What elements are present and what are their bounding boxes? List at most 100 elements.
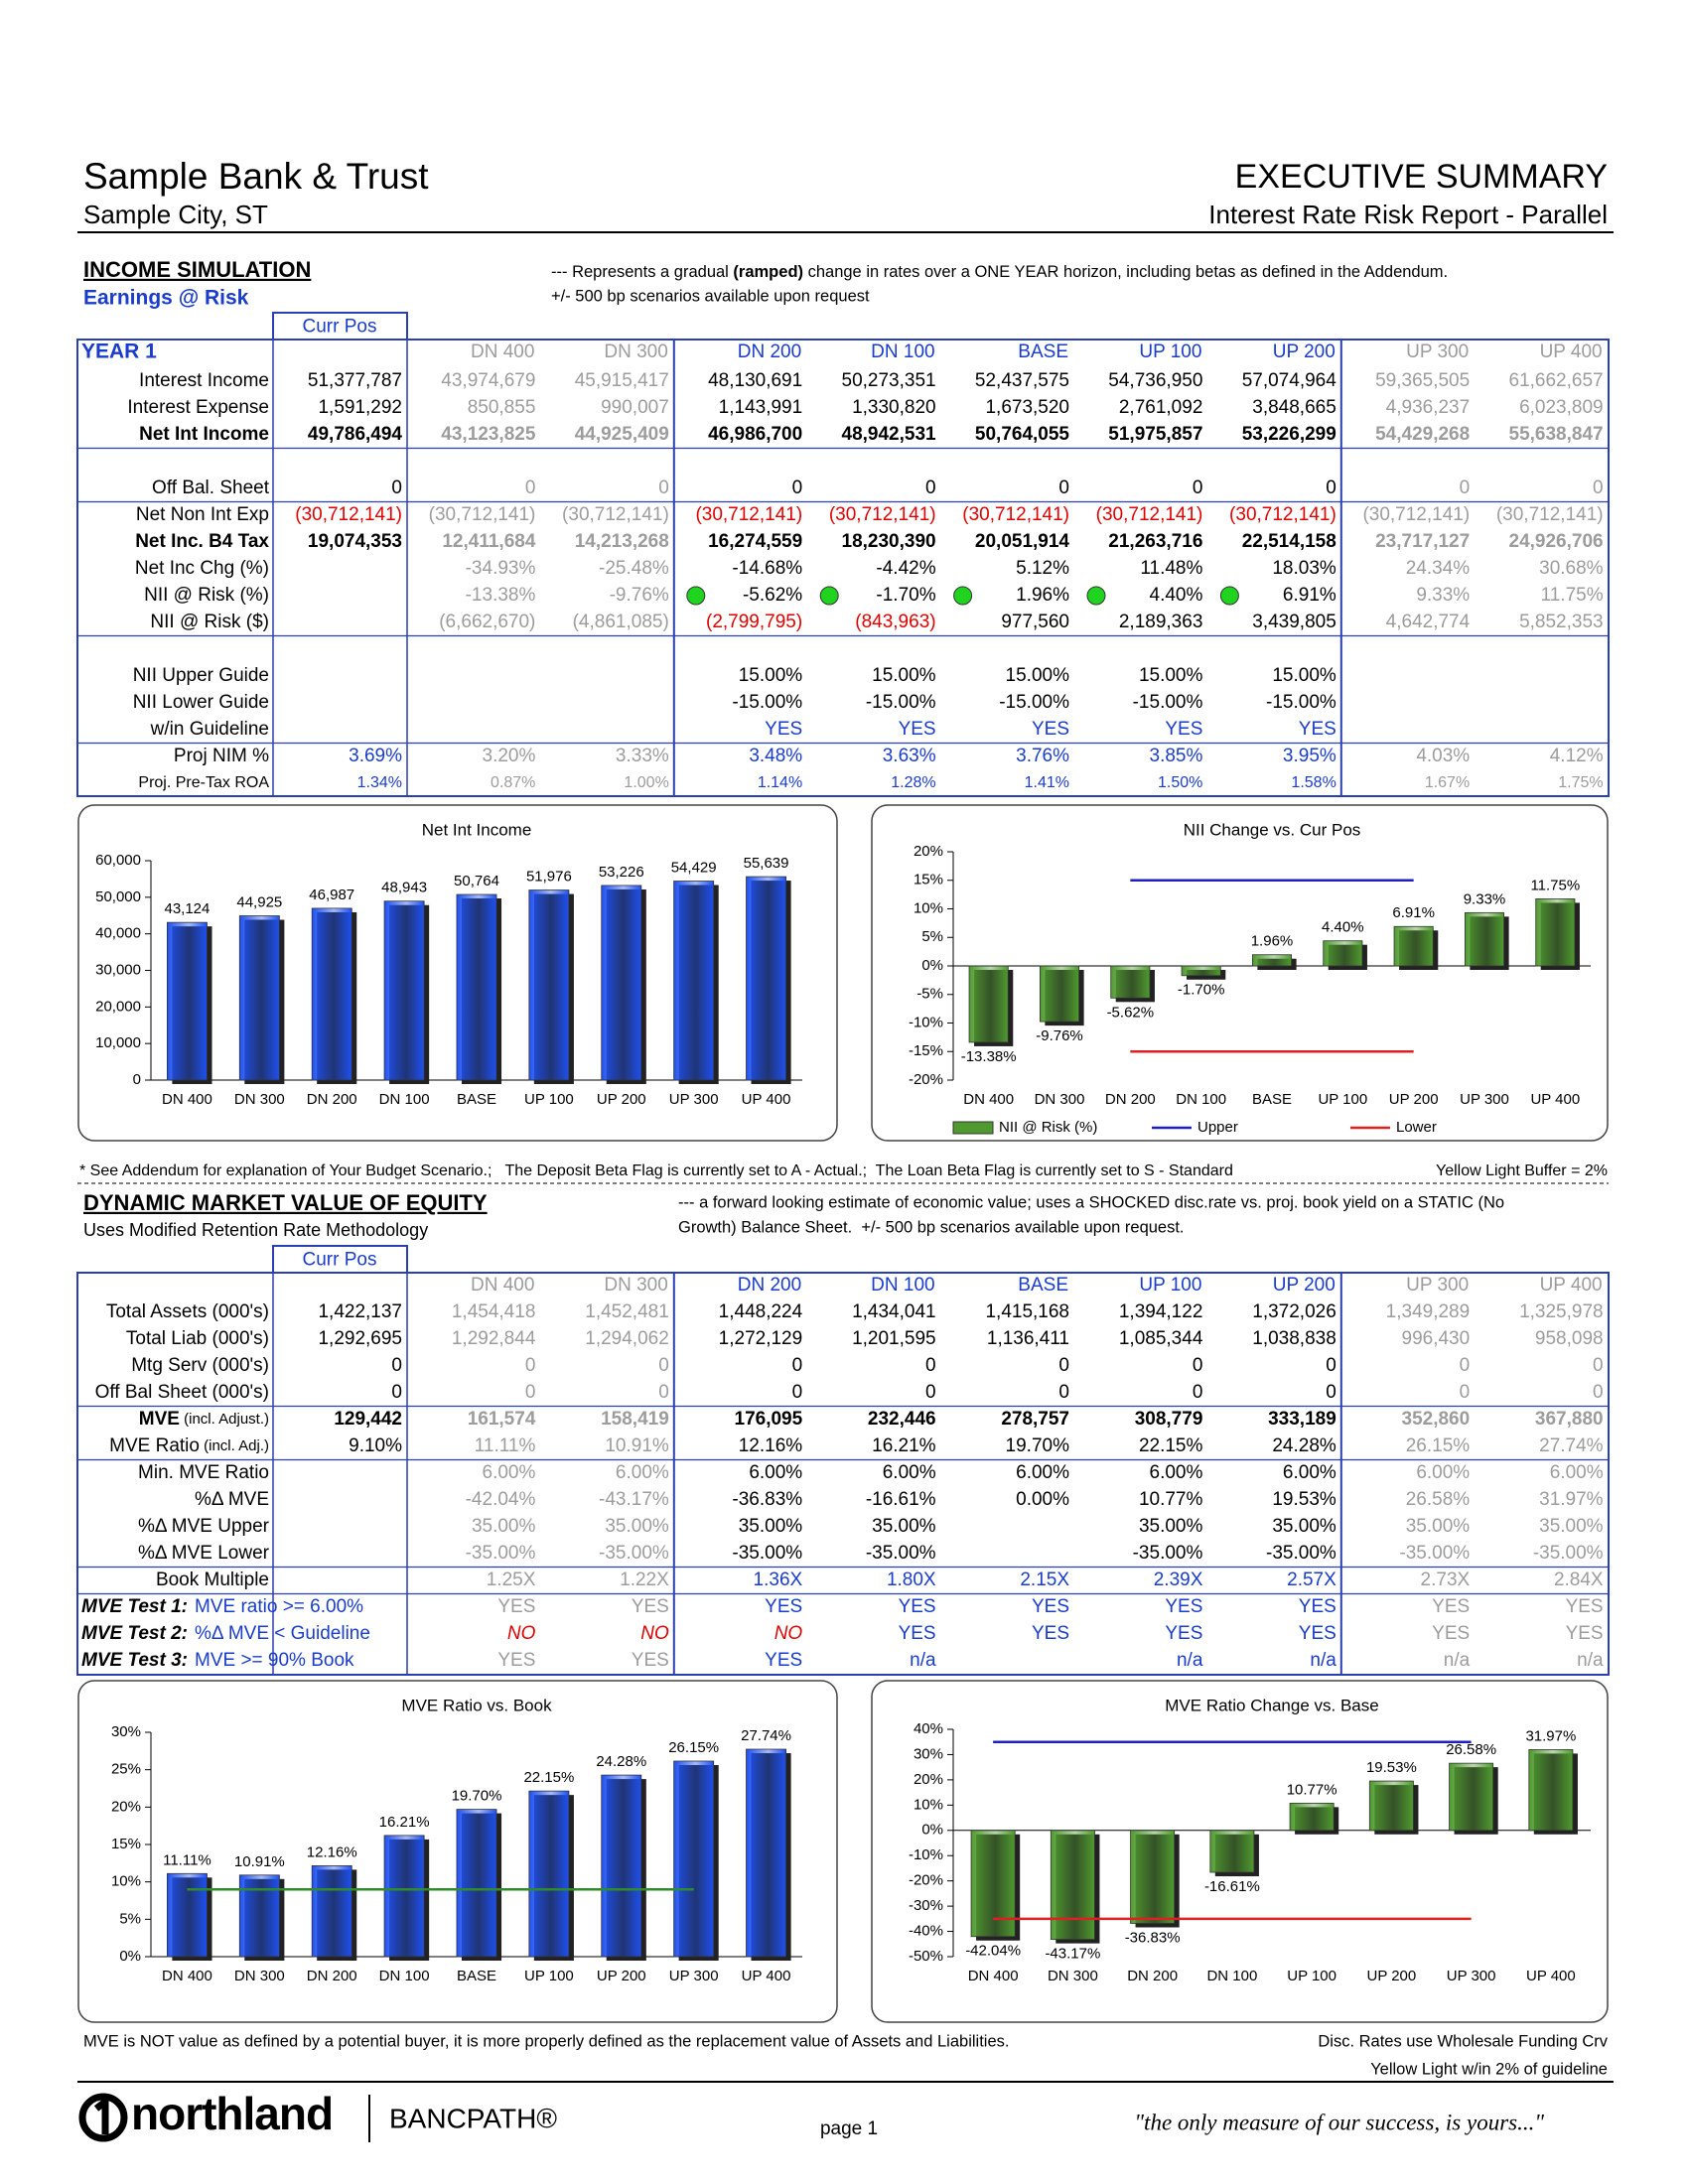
bar xyxy=(166,921,208,1081)
table-cell: 1,085,344 xyxy=(1119,1328,1203,1349)
y-tick-label: 5% xyxy=(921,928,943,945)
table-cell: 1,448,224 xyxy=(719,1301,803,1322)
table-cell: 30.68% xyxy=(1539,558,1604,579)
row-label: NII Upper Guide xyxy=(133,665,269,686)
row-label-text: Book Multiple xyxy=(156,1570,269,1590)
table-cell: YES xyxy=(1299,719,1336,740)
y-tick-label: -5% xyxy=(916,986,943,1003)
value-label: 1.96% xyxy=(1251,933,1294,950)
table-cell: 0 xyxy=(792,1355,803,1376)
table-cell: 0 xyxy=(391,1355,402,1376)
y-tick-label: 20,000 xyxy=(95,998,141,1015)
table-cell: 11.11% xyxy=(475,1435,536,1456)
row-label-text: Net Inc Chg (%) xyxy=(135,558,269,579)
table-cell: 3.33% xyxy=(616,746,669,766)
table-cell: 15.00% xyxy=(1272,665,1336,686)
y-tick-label: 5% xyxy=(119,1910,141,1927)
y-tick-label: -10% xyxy=(909,1014,943,1030)
value-label: 46,987 xyxy=(309,887,354,903)
y-tick-label: -20% xyxy=(909,1071,943,1088)
bar xyxy=(238,1874,280,1958)
status-indicator xyxy=(953,586,973,606)
x-tick-label: DN 100 xyxy=(1206,1968,1257,1984)
section-heading: INCOME SIMULATION xyxy=(83,257,311,282)
table-cell: (30,712,141) xyxy=(829,504,936,525)
x-tick-label: UP 300 xyxy=(669,1091,719,1108)
table-cell: 6.00% xyxy=(749,1462,802,1483)
table-cell: 50,273,351 xyxy=(842,370,936,391)
bar xyxy=(1251,954,1293,967)
table-cell: 35.00% xyxy=(605,1516,669,1537)
table-cell: 990,007 xyxy=(601,397,669,418)
legend-label: Lower xyxy=(1396,1119,1437,1136)
x-tick-label: UP 400 xyxy=(742,1091,791,1108)
table-cell: YES xyxy=(899,1623,936,1644)
bar xyxy=(1368,1780,1414,1832)
table-cell: n/a xyxy=(1577,1650,1604,1671)
value-label: 12.16% xyxy=(307,1843,357,1860)
table-cell: 6.00% xyxy=(1416,1462,1470,1483)
table-cell: 12.16% xyxy=(739,1435,803,1456)
x-tick-label: DN 200 xyxy=(1127,1968,1178,1984)
row-label: MVE Test 2: %Δ MVE < Guideline xyxy=(81,1623,370,1644)
table-cell: 10.91% xyxy=(605,1435,669,1456)
table-cell: 35.00% xyxy=(472,1516,536,1537)
table-cell: 35.00% xyxy=(1272,1516,1336,1537)
table-cell: 308,779 xyxy=(1135,1409,1203,1430)
table-cell: 12,411,684 xyxy=(442,531,535,552)
table-cell: -15.00% xyxy=(1133,692,1203,713)
table-cell: 6.00% xyxy=(1550,1462,1604,1483)
row-label: Total Liab (000's) xyxy=(126,1328,269,1349)
table-cell: 0 xyxy=(1460,478,1471,498)
table-cell: YES xyxy=(1165,719,1202,740)
column-header: UP 100 xyxy=(1139,1275,1201,1296)
table-cell: 6.91% xyxy=(1283,585,1336,606)
bar xyxy=(1050,1830,1095,1941)
table-cell: 0 xyxy=(792,1382,803,1403)
table-frame xyxy=(76,339,1610,797)
row-label: Off Bal. Sheet xyxy=(152,478,270,498)
table-cell: 1,325,978 xyxy=(1519,1301,1604,1322)
table-cell: -35.00% xyxy=(732,1543,802,1564)
column-header: DN 300 xyxy=(604,1275,667,1296)
table-cell: 53,226,299 xyxy=(1242,424,1336,445)
table-cell: 0 xyxy=(525,478,536,498)
row-label: Interest Income xyxy=(139,370,269,391)
table-cell: 1.75% xyxy=(1558,774,1603,791)
table-cell: 0 xyxy=(1326,1355,1336,1376)
table-cell: 61,662,657 xyxy=(1509,370,1604,391)
test-criterion: MVE >= 90% Book xyxy=(195,1650,354,1671)
x-tick-label: DN 200 xyxy=(1105,1091,1156,1108)
table-cell: -15.00% xyxy=(1266,692,1336,713)
table-cell: 0 xyxy=(1058,1382,1069,1403)
value-label: -1.70% xyxy=(1178,982,1225,999)
table-cell: 0 xyxy=(1193,478,1203,498)
table-cell: YES xyxy=(632,1650,669,1671)
test-name: MVE Test 2: xyxy=(81,1623,188,1644)
table-cell: 1.25X xyxy=(487,1570,536,1590)
row-label-text: Net Int Income xyxy=(139,424,269,445)
table-cell: 1,272,129 xyxy=(719,1328,803,1349)
x-tick-label: DN 100 xyxy=(1176,1091,1226,1108)
table-cell: 1,143,991 xyxy=(719,397,803,418)
column-header: UP 200 xyxy=(1273,1275,1336,1296)
table-cell: 5,852,353 xyxy=(1519,612,1604,632)
x-tick-label: UP 400 xyxy=(1530,1091,1580,1108)
y-tick-label: -20% xyxy=(909,1872,943,1889)
row-label: MVE (incl. Adjust.) xyxy=(139,1409,269,1430)
bank-name: Sample Bank & Trust xyxy=(83,156,429,197)
x-tick-label: DN 100 xyxy=(379,1968,430,1984)
bar xyxy=(601,1774,642,1958)
table-cell: (30,712,141) xyxy=(962,504,1069,525)
value-label: 48,943 xyxy=(381,880,427,896)
row-label-text: NII @ Risk ($) xyxy=(150,612,269,632)
table-cell: 3.69% xyxy=(349,746,402,766)
x-tick-label: UP 100 xyxy=(1318,1091,1367,1108)
bar xyxy=(1289,1802,1335,1832)
table-cell: 0 xyxy=(1326,1382,1336,1403)
table-cell: 19,074,353 xyxy=(308,531,402,552)
table-cell: 4.12% xyxy=(1550,746,1604,766)
x-tick-label: DN 400 xyxy=(963,1091,1014,1108)
table-cell: 24,926,706 xyxy=(1509,531,1604,552)
table-cell: 1.41% xyxy=(1025,774,1069,791)
